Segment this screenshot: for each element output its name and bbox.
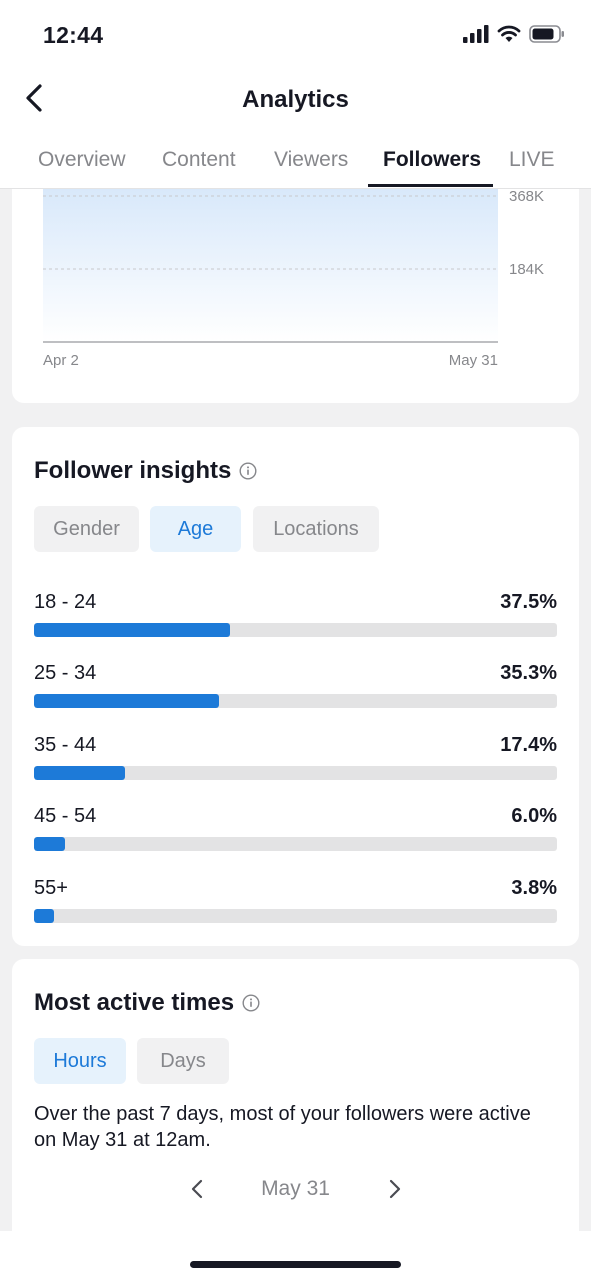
info-icon[interactable] <box>242 994 260 1012</box>
days-tab-button[interactable]: Days <box>137 1038 229 1084</box>
cellular-signal-icon <box>463 25 489 48</box>
age-label: 25 - 34 <box>34 662 97 684</box>
status-icons <box>463 25 565 48</box>
active-times-description: Over the past 7 days, most of your follo… <box>34 1103 531 1151</box>
top-bar: 12:44 <box>0 0 591 189</box>
chevron-left-icon <box>24 83 44 118</box>
age-percentage: 3.8% <box>511 877 557 899</box>
age-row: 25 - 34 35.3% <box>34 662 557 722</box>
age-percentage: 17.4% <box>500 734 557 756</box>
follower-insights-header: Follower insights <box>34 457 257 485</box>
x-end-label: May 31 <box>449 352 498 369</box>
date-navigator: May 31 <box>12 1173 579 1209</box>
chart-area <box>43 180 498 342</box>
age-row: 18 - 24 37.5% <box>34 591 557 651</box>
home-indicator[interactable] <box>190 1261 401 1268</box>
age-bar-fill <box>34 909 54 923</box>
tab-content[interactable]: Content <box>162 148 236 171</box>
gender-tab-button[interactable]: Gender <box>34 506 139 552</box>
active-tab-indicator <box>368 184 493 187</box>
chevron-left-icon <box>190 1178 204 1205</box>
follower-chart: 368K 184K Apr 2 May 31 <box>43 180 544 369</box>
age-bar-fill <box>34 623 231 637</box>
age-row: 35 - 44 17.4% <box>34 734 557 794</box>
back-button[interactable] <box>18 82 50 118</box>
age-bar-track <box>34 837 557 851</box>
y-tick-label: 368K <box>509 188 544 205</box>
age-bar-fill <box>34 694 219 708</box>
age-row: 55+ 3.8% <box>34 877 557 937</box>
locations-tab-button[interactable]: Locations <box>253 506 379 552</box>
age-percentage: 6.0% <box>511 805 557 827</box>
age-label: 45 - 54 <box>34 805 97 827</box>
follower-insights-card: Follower insights Gender Age Locations 1… <box>12 427 579 946</box>
next-date-button[interactable] <box>382 1177 408 1205</box>
age-percentage: 37.5% <box>500 591 557 613</box>
age-bar-fill <box>34 766 125 780</box>
section-title: Most active times <box>34 989 235 1016</box>
y-tick-label: 184K <box>509 261 544 278</box>
x-start-label: Apr 2 <box>43 352 79 369</box>
age-tab-button[interactable]: Age <box>150 506 241 552</box>
tab-live[interactable]: LIVE <box>509 148 555 171</box>
age-percentage: 35.3% <box>500 662 557 684</box>
section-title: Follower insights <box>34 457 232 484</box>
page-title: Analytics <box>242 86 349 113</box>
age-bar-track <box>34 909 557 923</box>
most-active-times-card: Most active times Hours Days Over the pa… <box>12 959 579 1231</box>
current-date: May 31 <box>261 1177 330 1200</box>
hours-tab-button[interactable]: Hours <box>34 1038 126 1084</box>
follower-chart-card: 368K 184K Apr 2 May 31 <box>12 150 579 403</box>
wifi-icon <box>497 25 521 48</box>
tab-overview[interactable]: Overview <box>38 148 126 171</box>
age-bar-track <box>34 694 557 708</box>
age-label: 55+ <box>34 877 68 899</box>
age-bar-track <box>34 766 557 780</box>
tab-viewers[interactable]: Viewers <box>274 148 349 171</box>
analytics-tabs: Overview Content Viewers Followers LIVE <box>0 140 591 188</box>
most-active-times-header: Most active times <box>34 989 260 1017</box>
age-label: 18 - 24 <box>34 591 97 613</box>
age-label: 35 - 44 <box>34 734 97 756</box>
battery-icon <box>529 25 565 48</box>
status-time: 12:44 <box>43 22 104 48</box>
age-bar-fill <box>34 837 66 851</box>
info-icon[interactable] <box>239 462 257 480</box>
chevron-right-icon <box>388 1178 402 1205</box>
tab-followers[interactable]: Followers <box>383 148 482 171</box>
age-row: 45 - 54 6.0% <box>34 805 557 865</box>
previous-date-button[interactable] <box>184 1177 210 1205</box>
age-bar-track <box>34 623 557 637</box>
bottom-safe-area <box>0 1231 591 1280</box>
